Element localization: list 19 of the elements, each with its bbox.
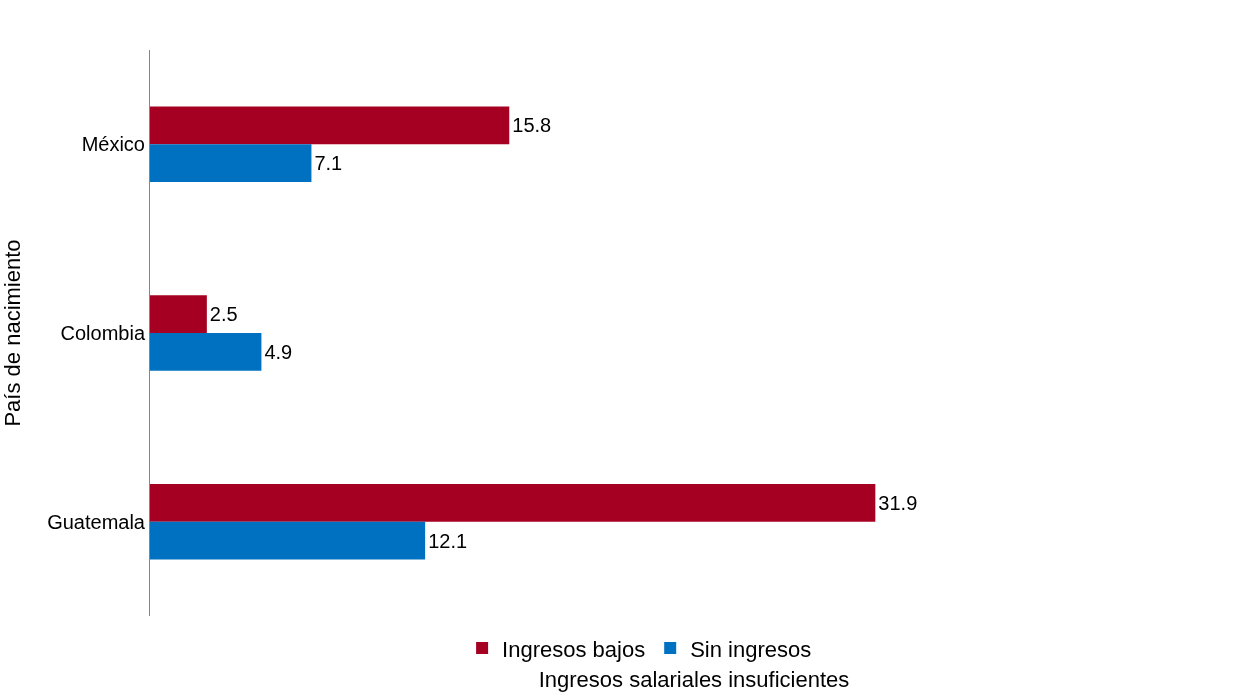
y-tick-label: Colombia (60, 322, 146, 344)
bar (150, 521, 426, 560)
data-label: 2.5 (209, 303, 238, 326)
bar (150, 106, 510, 145)
data-label: 31.9 (878, 491, 918, 514)
data-label: 7.1 (314, 152, 343, 175)
y-tick-label: México (81, 133, 145, 156)
bar (150, 295, 207, 333)
bar (150, 483, 876, 522)
y-tick-label: Guatemala (47, 510, 146, 533)
data-label: 12.1 (428, 529, 468, 552)
legend-label: Ingresos bajos (502, 636, 646, 662)
data-label: 15.8 (512, 114, 552, 137)
data-label: 4.9 (264, 340, 293, 363)
y-axis-title: País de nacimiento (0, 239, 25, 427)
legend-label: Sin ingresos (690, 636, 812, 662)
bar (150, 333, 262, 371)
bar (150, 144, 312, 183)
x-axis-title: Ingresos salariales insuficientes (538, 666, 850, 692)
